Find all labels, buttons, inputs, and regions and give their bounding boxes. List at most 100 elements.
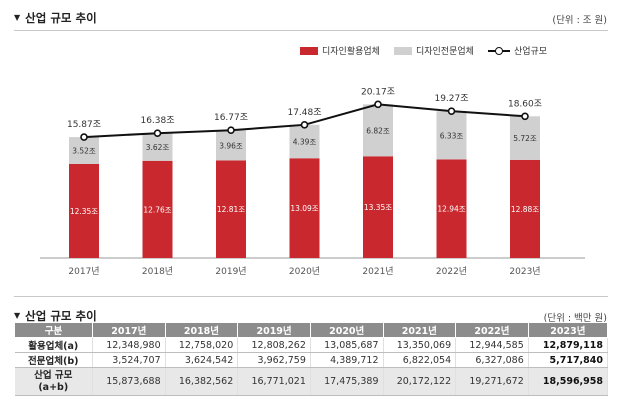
bar-specialist — [363, 104, 393, 157]
header-cell: 2017년 — [92, 322, 166, 338]
row-label: 전문업체(b) — [14, 352, 93, 368]
bar-specialist — [142, 133, 173, 161]
bar-specialist — [510, 116, 540, 160]
total-point — [153, 129, 162, 138]
x-tick-label: 2020년 — [289, 266, 320, 277]
table-cell: 18,596,958 — [528, 367, 609, 396]
table-cell: 6,327,086 — [455, 352, 529, 368]
data-label-specialist: 4.39조 — [293, 138, 317, 147]
header-cell: 구분 — [14, 322, 93, 338]
chart-section-title: ▼ 산업 규모 추이 — [14, 11, 97, 25]
table-header-row: 구분 2017년 2018년 2019년 2020년 2021년 2022년 2… — [14, 322, 609, 338]
data-label-active: 12.88조 — [511, 205, 539, 214]
bar-specialist — [436, 111, 467, 160]
bar-active — [510, 159, 540, 258]
table-section-title: ▼ 산업 규모 추이 — [14, 309, 97, 323]
table-cell: 5,717,840 — [528, 352, 609, 368]
bar-specialist — [216, 130, 246, 161]
data-label-active: 12.94조 — [437, 205, 465, 214]
table-cell: 3,962,759 — [237, 352, 311, 368]
table-unit-label: (단위 : 백만 원) — [543, 313, 607, 324]
header-cell: 2023년 — [527, 322, 609, 338]
bar-active — [69, 163, 99, 258]
table-cell: 12,944,585 — [455, 337, 529, 353]
bar-specialist — [69, 137, 99, 164]
table-row-total: 산업 규모 (a+b) 15,873,688 16,382,562 16,771… — [14, 367, 609, 396]
data-label-total: 18.60조 — [508, 99, 542, 109]
table-cell: 4,389,712 — [310, 352, 384, 368]
x-tick-label: 2017년 — [68, 266, 99, 277]
header-cell: 2018년 — [164, 322, 239, 338]
table-cell: 12,879,118 — [528, 337, 609, 353]
table-cell: 16,771,021 — [237, 367, 311, 396]
header-cell: 2022년 — [455, 322, 529, 338]
table-cell: 17,475,389 — [310, 367, 384, 396]
data-label-specialist: 6.33조 — [440, 131, 464, 140]
table-cell: 12,348,980 — [92, 337, 166, 353]
legend-item-total: 산업규모 — [487, 44, 547, 57]
x-tick-label: 2018년 — [142, 266, 173, 277]
row-label: 산업 규모 (a+b) — [14, 367, 93, 396]
table-row: 활용업체(a) 12,348,980 12,758,020 12,808,262… — [14, 337, 609, 353]
data-label-total: 16.38조 — [140, 116, 174, 126]
triangle-down-icon: ▼ — [14, 13, 21, 22]
total-point — [447, 107, 456, 115]
table-cell: 3,624,542 — [165, 352, 239, 368]
table-cell: 15,873,688 — [92, 367, 166, 396]
chart-legend: 디자인활용업체 디자인전문업체 산업규모 — [300, 44, 561, 57]
data-label-total: 15.87조 — [67, 120, 101, 130]
data-label-active: 13.09조 — [290, 204, 318, 213]
row-label: 활용업체(a) — [14, 337, 93, 353]
data-label-specialist: 6.82조 — [366, 126, 390, 135]
legend-item-active: 디자인활용업체 — [300, 44, 380, 57]
table-cell: 3,524,707 — [92, 352, 166, 368]
data-table: 구분 2017년 2018년 2019년 2020년 2021년 2022년 2… — [14, 322, 609, 396]
legend-line-icon — [487, 46, 510, 55]
x-tick-label: 2022년 — [436, 266, 467, 277]
table-cell: 13,350,069 — [383, 337, 457, 353]
title-divider — [14, 30, 608, 31]
table-cell: 16,382,562 — [165, 367, 239, 396]
data-label-specialist: 3.96조 — [219, 141, 243, 150]
legend-item-specialist: 디자인전문업체 — [393, 44, 474, 57]
table-cell: 12,758,020 — [165, 337, 239, 353]
legend-swatch-specialist — [393, 46, 412, 55]
bar-active — [363, 156, 393, 258]
header-cell: 2019년 — [237, 322, 311, 338]
data-label-specialist: 3.62조 — [146, 143, 170, 152]
bar-active — [289, 158, 320, 258]
data-label-active: 13.35조 — [364, 203, 392, 212]
data-label-specialist: 3.52조 — [72, 146, 96, 155]
data-label-total: 16.77조 — [214, 113, 248, 123]
table-cell: 19,271,672 — [455, 367, 529, 396]
triangle-down-icon: ▼ — [14, 311, 21, 320]
table-cell: 13,085,687 — [310, 337, 384, 353]
data-label-specialist: 5.72조 — [513, 134, 537, 143]
total-point — [300, 121, 309, 129]
total-point — [227, 126, 235, 135]
table-cell: 6,822,054 — [383, 352, 457, 368]
bar-active — [436, 159, 467, 258]
legend-swatch-active — [300, 46, 318, 55]
bar-specialist — [289, 124, 320, 159]
data-label-total: 20.17조 — [361, 87, 395, 97]
bar-active — [216, 160, 246, 258]
chart-unit-label: (단위 : 조 원) — [552, 15, 607, 26]
table-row: 전문업체(b) 3,524,707 3,624,542 3,962,759 4,… — [14, 352, 609, 368]
x-tick-label: 2023년 — [509, 266, 540, 277]
bar-active — [142, 160, 173, 258]
total-point — [80, 133, 88, 141]
data-label-total: 19.27조 — [434, 94, 468, 104]
stacked-bar-line-chart: 12.35조 3.52조 2017년 12.76조 3.62조 2018년 12.81조 3.… — [40, 87, 585, 277]
total-point — [521, 112, 529, 121]
table-cell: 12,808,262 — [237, 337, 311, 353]
data-label-active: 12.35조 — [70, 207, 98, 216]
x-tick-label: 2019년 — [215, 266, 246, 277]
section-divider — [14, 296, 608, 297]
header-cell: 2021년 — [382, 322, 457, 338]
header-cell: 2020년 — [309, 322, 384, 338]
data-label-active: 12.81조 — [217, 205, 245, 214]
data-label-total: 17.48조 — [287, 108, 321, 118]
data-label-active: 12.76조 — [143, 205, 171, 214]
total-point — [374, 100, 382, 109]
